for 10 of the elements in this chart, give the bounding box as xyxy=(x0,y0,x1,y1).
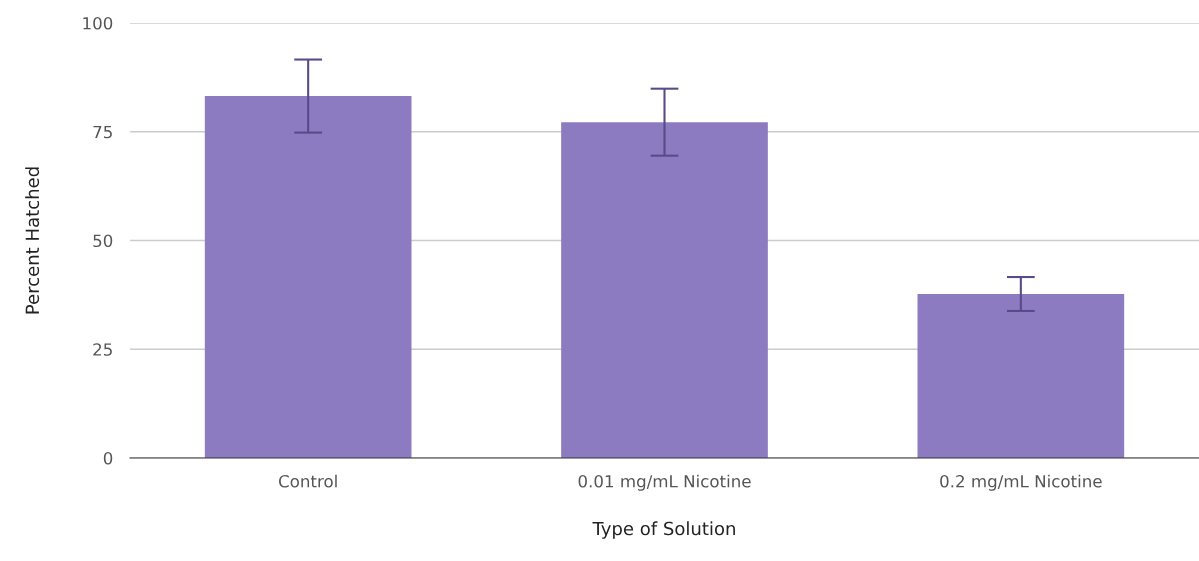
y-tick-label: 100 xyxy=(83,16,113,30)
x-axis-title: Type of Solution xyxy=(592,521,735,539)
x-tick-label: Control xyxy=(278,474,337,488)
y-tick-label: 0 xyxy=(103,451,113,465)
x-tick-label: 0.2 mg/mL Nicotine xyxy=(940,474,1102,491)
y-tick-label: 50 xyxy=(93,234,113,248)
y-tick-label: 25 xyxy=(93,343,112,356)
x-tick-label: 0.01 mg/mL Nicotine xyxy=(578,474,751,491)
y-tick-label: 75 xyxy=(93,125,112,139)
y-axis-title: Percent Hatched xyxy=(25,167,40,314)
